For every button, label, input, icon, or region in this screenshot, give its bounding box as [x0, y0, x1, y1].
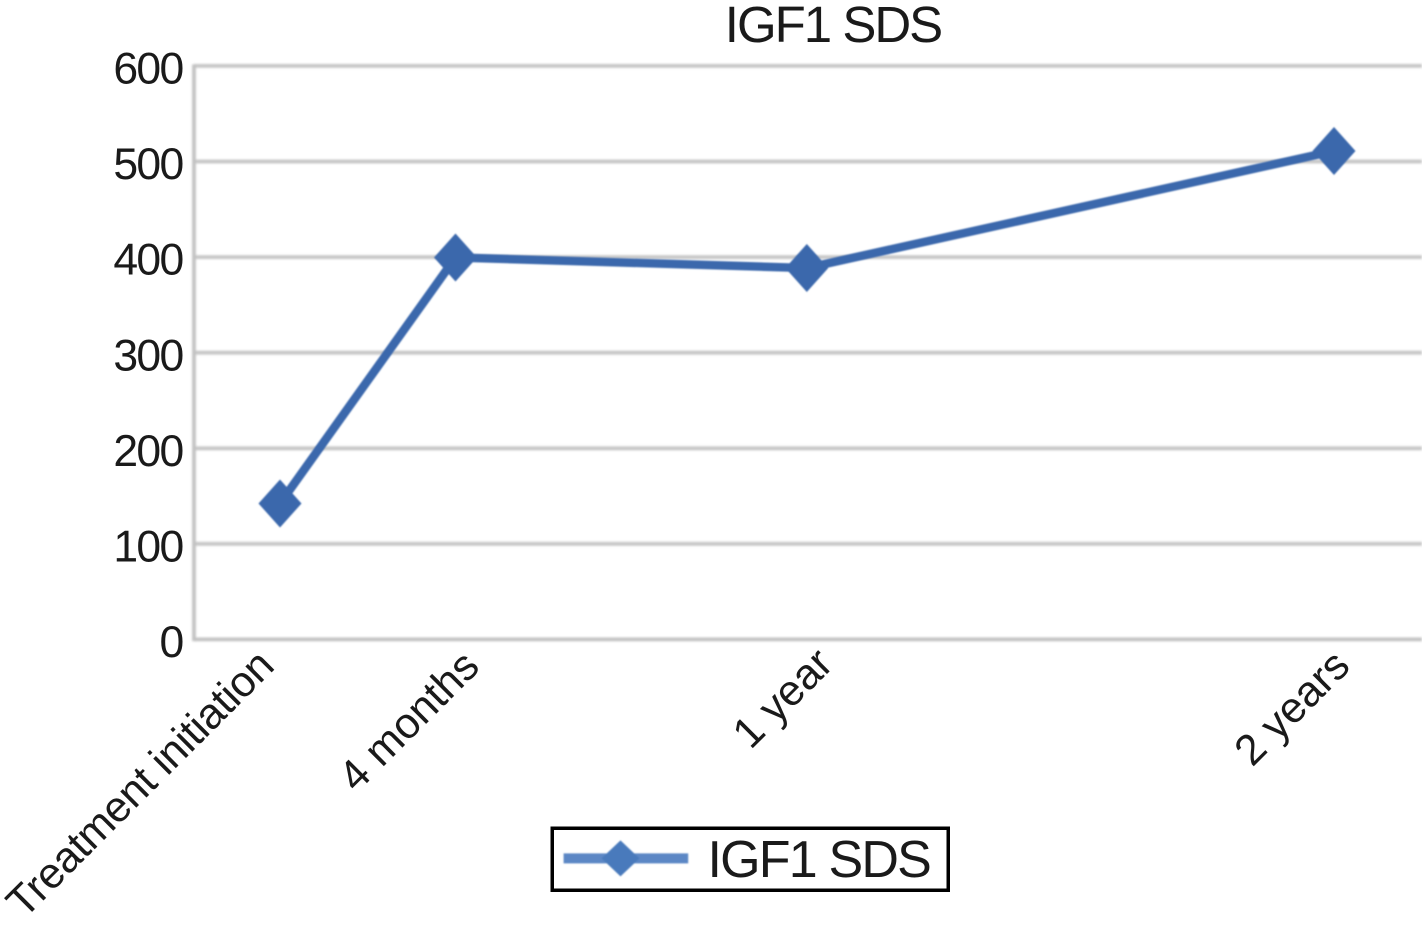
svg-text:IGF1 SDS: IGF1 SDS: [708, 831, 931, 889]
svg-text:0: 0: [159, 618, 183, 667]
svg-text:100: 100: [113, 523, 183, 572]
svg-text:400: 400: [113, 236, 183, 285]
svg-text:500: 500: [113, 140, 183, 189]
svg-text:200: 200: [113, 427, 183, 476]
svg-text:600: 600: [113, 45, 183, 94]
svg-text:IGF1 SDS: IGF1 SDS: [725, 0, 941, 53]
svg-text:300: 300: [113, 331, 183, 380]
